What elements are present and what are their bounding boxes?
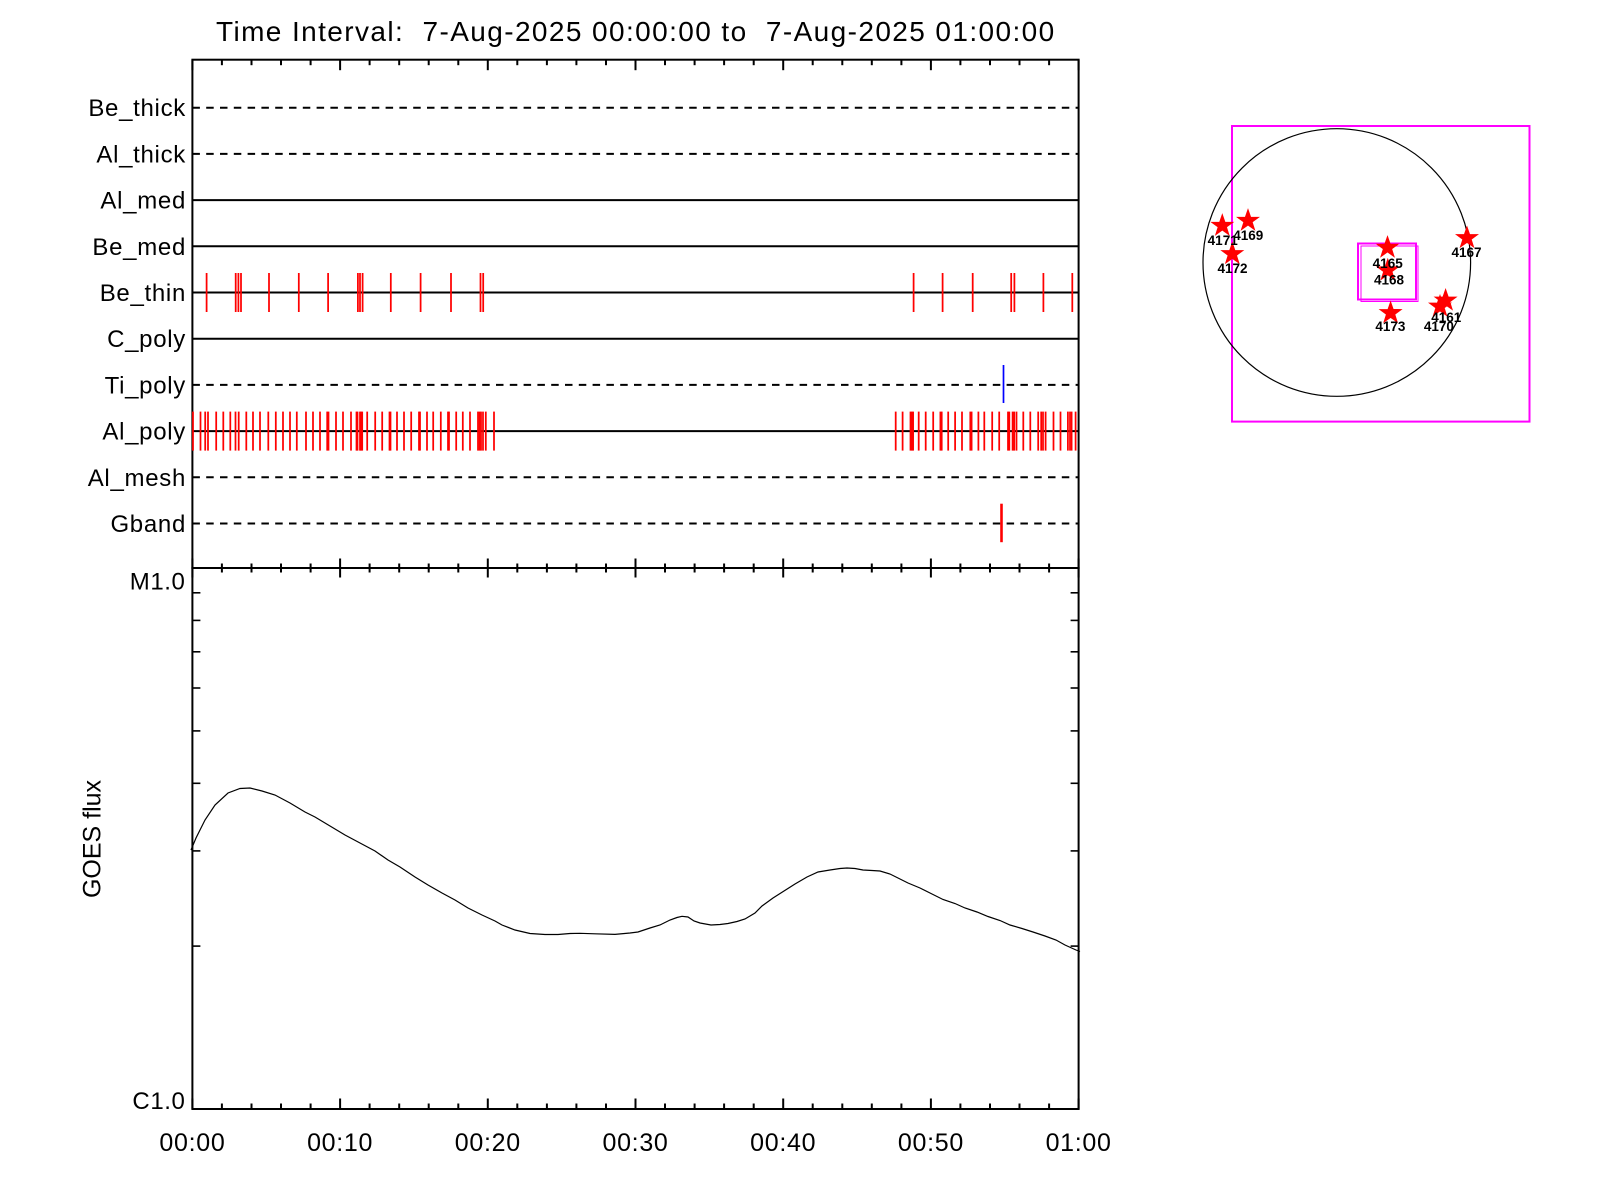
svg-text:Al_poly: Al_poly (102, 419, 186, 446)
svg-text:4167: 4167 (1451, 245, 1481, 260)
svg-text:00:00: 00:00 (159, 1129, 225, 1157)
svg-text:4172: 4172 (1217, 261, 1247, 276)
svg-text:00:50: 00:50 (898, 1129, 964, 1157)
svg-text:Al_mesh: Al_mesh (88, 465, 186, 492)
svg-text:C1.0: C1.0 (132, 1088, 185, 1115)
svg-text:00:10: 00:10 (307, 1129, 373, 1157)
svg-text:4173: 4173 (1375, 319, 1406, 334)
svg-text:00:40: 00:40 (750, 1129, 816, 1157)
svg-text:C_poly: C_poly (107, 326, 186, 353)
svg-text:4165: 4165 (1373, 256, 1404, 271)
svg-text:00:20: 00:20 (455, 1129, 521, 1157)
svg-text:4169: 4169 (1233, 228, 1263, 243)
svg-text:Al_med: Al_med (100, 188, 186, 215)
svg-text:4170: 4170 (1424, 319, 1454, 334)
svg-text:Ti_poly: Ti_poly (105, 372, 186, 399)
svg-text:4171: 4171 (1208, 233, 1239, 248)
svg-text:4168: 4168 (1374, 273, 1405, 288)
svg-text:Gband: Gband (110, 511, 186, 538)
svg-text:Time Interval: 7-Aug-2025 00:: Time Interval: 7-Aug-2025 00:00:00 to 7-… (216, 16, 1056, 47)
svg-text:GOES flux: GOES flux (79, 779, 107, 898)
svg-text:Al_thick: Al_thick (96, 141, 186, 168)
svg-text:4161: 4161 (1431, 310, 1462, 325)
svg-text:Be_thin: Be_thin (100, 280, 186, 307)
svg-text:Be_med: Be_med (92, 234, 186, 261)
svg-text:M1.0: M1.0 (130, 569, 186, 596)
svg-text:00:30: 00:30 (602, 1129, 668, 1157)
svg-text:01:00: 01:00 (1046, 1129, 1112, 1157)
svg-text:Be_thick: Be_thick (88, 95, 186, 122)
